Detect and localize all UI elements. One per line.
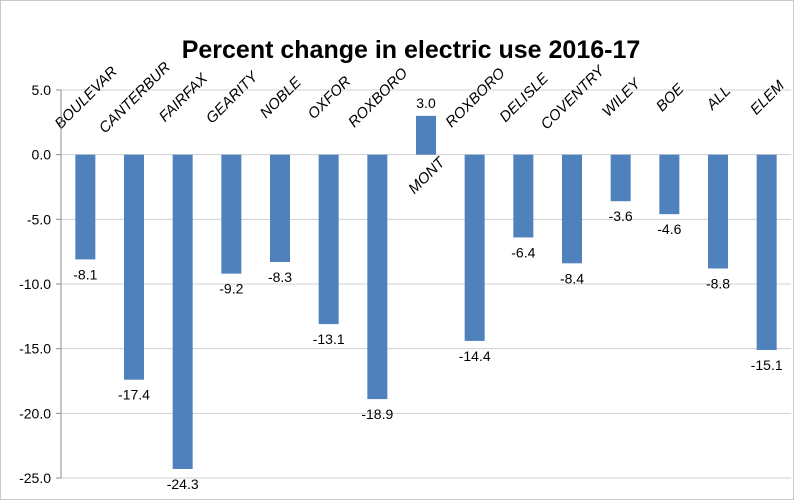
data-label: -18.9 [361,406,393,422]
y-tick-label: -15.0 [19,341,51,357]
bar [659,154,680,215]
bar [756,154,777,350]
category-label: ROXBORO [442,64,508,130]
y-axis-ticks: 5.0 0.0 -5.0 -10.0 -15.0 -20.0 -25.0 [19,82,61,486]
y-tick-label: -25.0 [19,470,51,486]
bar [221,154,242,274]
data-label: -4.6 [657,221,681,237]
data-label: -14.4 [459,348,491,364]
bar [172,154,193,469]
bar [610,154,631,202]
y-tick-label: 5.0 [32,82,52,98]
y-tick-label: 0.0 [32,147,52,163]
bar [464,154,485,341]
category-label: OXFOR [305,73,355,123]
category-label: GEARITY [203,68,262,127]
bar [708,154,728,269]
data-label: -9.2 [219,281,243,297]
data-label: -13.1 [313,331,345,347]
data-label: 3.0 [416,95,436,111]
y-tick-label: -5.0 [27,211,51,227]
data-label: -3.6 [609,208,633,224]
data-label: -8.4 [560,270,584,286]
data-label: -17.4 [118,387,150,403]
category-label: ALL [703,82,735,114]
data-labels: -8.1 -17.4 -24.3 -9.2 -8.3 -13.1 -18.9 3.0 -14.4… [73,95,783,492]
bar [124,154,144,380]
bars [75,115,777,469]
data-label: -8.8 [706,275,730,291]
bar [318,154,339,325]
chart-title: Percent change in electric use 2016-17 [182,36,641,64]
category-label: MONT [405,153,450,198]
bar [75,154,96,260]
category-label: WILEY [599,75,645,121]
data-label: -15.1 [751,357,783,373]
y-tick-label: -10.0 [19,276,51,292]
bar [270,154,290,263]
bar [367,154,388,400]
data-label: -8.1 [73,266,97,282]
category-label: ROXBORO [345,64,411,130]
data-label: -8.3 [268,269,292,285]
category-label: BOE [653,80,688,115]
y-tick-label: -20.0 [19,405,51,421]
category-label: COVENTRY [538,62,609,133]
category-label: ELEM [747,77,788,118]
category-label: NOBLE [257,73,306,122]
bar [562,154,582,264]
data-label: -6.4 [511,244,535,260]
bar [416,115,436,155]
bar [513,154,534,238]
data-label: -24.3 [167,476,199,492]
